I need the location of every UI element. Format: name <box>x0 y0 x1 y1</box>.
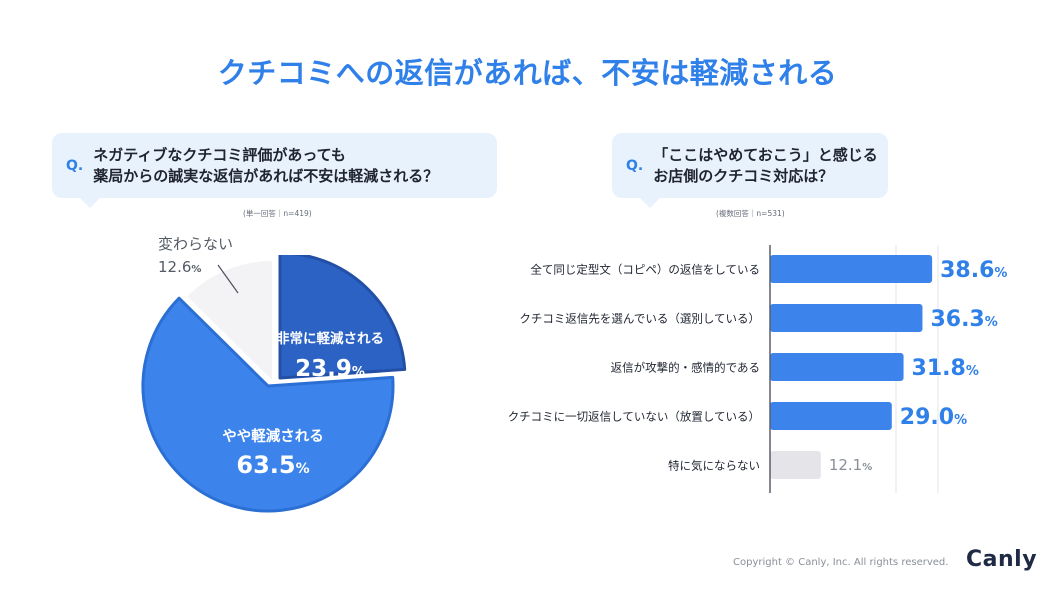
left-sample-note: (単一回答｜n=419) <box>243 209 312 218</box>
page-title: クチコミへの返信があれば、不安は軽減される <box>217 56 838 90</box>
pie-label-1: やや軽減される <box>222 428 324 445</box>
q-mark: Q. <box>626 157 644 174</box>
bar-category-1: クチコミ返信先を選んでいる（選別している） <box>519 312 760 326</box>
right-question-line2: お店側のクチコミ対応は？ <box>653 166 834 185</box>
left-question-bubble: Q. ネガティブなクチコミ評価があっても 薬局からの誠実な返信があれば不安は軽減… <box>52 133 497 208</box>
pie-value-2: 12.6% <box>158 258 202 276</box>
pie-label-0: 非常に軽減される <box>276 330 384 347</box>
bar-0 <box>770 255 933 283</box>
right-question-text: 「ここはやめておこう」と感じる お店側のクチコミ対応は？ <box>653 145 878 187</box>
bar-4 <box>770 451 821 479</box>
bar-category-3: クチコミに一切返信していない（放置している） <box>508 410 760 424</box>
left-question-line1: ネガティブなクチコミ評価があっても <box>93 145 346 164</box>
bar-value-2: 31.8% <box>912 356 979 381</box>
q-mark: Q. <box>66 157 84 174</box>
bar-1 <box>770 304 923 332</box>
pie-leader-line <box>217 264 239 294</box>
bar-chart: 全て同じ定型文（コピペ）の返信をしている 38.6% クチコミ返信先を選んでいる（選… <box>508 245 1007 493</box>
bar-category-0: 全て同じ定型文（コピペ）の返信をしている <box>530 263 760 277</box>
bar-value-3: 29.0% <box>900 405 967 430</box>
left-question-text: ネガティブなクチコミ評価があっても 薬局からの誠実な返信があれば不安は軽減される… <box>93 145 438 187</box>
bar-value-1: 36.3% <box>930 307 997 332</box>
bar-3 <box>770 402 892 430</box>
pie-chart: 非常に軽減される 23.9% やや軽減される 63.5% <box>141 255 407 513</box>
pie-label-2: 変わらない <box>158 235 234 253</box>
bar-2 <box>770 353 904 381</box>
pie-value-0: 23.9% <box>295 356 365 382</box>
pie-slice-0 <box>278 255 407 380</box>
bar-category-2: 返信が攻撃的・感情的である <box>611 361 760 375</box>
left-question-line2: 薬局からの誠実な返信があれば不安は軽減される？ <box>93 166 439 185</box>
canly-logo: Canly <box>966 547 1038 572</box>
pie-slice-1 <box>141 296 395 513</box>
right-sample-note: (複数回答｜n=531) <box>716 209 785 218</box>
bar-value-0: 38.6% <box>940 258 1007 283</box>
right-question-bubble: Q. 「ここはやめておこう」と感じる お店側のクチコミ対応は？ <box>612 133 888 208</box>
right-question-line1: 「ここはやめておこう」と感じる <box>653 145 878 164</box>
copyright: Copyright © Canly, Inc. All rights reser… <box>733 557 949 568</box>
pie-value-1: 63.5% <box>236 451 309 479</box>
bar-value-4: 12.1% <box>829 456 872 474</box>
bar-category-4: 特に気にならない <box>668 459 760 473</box>
pie-slice-2 <box>187 261 272 380</box>
